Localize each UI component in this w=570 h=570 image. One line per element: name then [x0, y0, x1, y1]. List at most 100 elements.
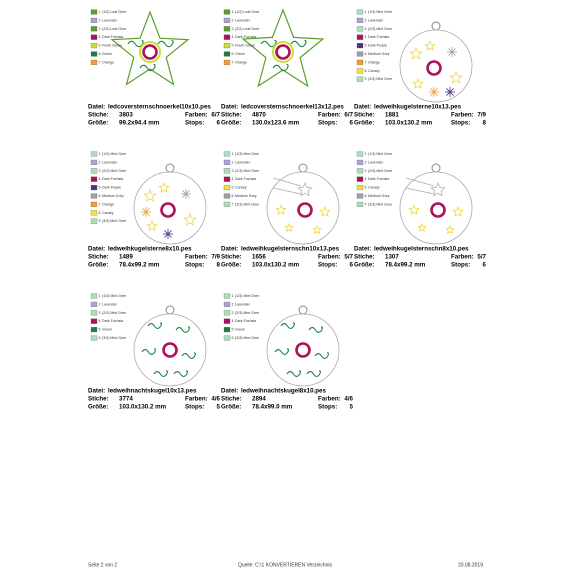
- curl: [272, 63, 289, 72]
- thread-swatch: [356, 159, 364, 165]
- thread-swatch: [223, 293, 231, 299]
- thread-name: Medium Grey: [235, 194, 257, 198]
- info-label: Stops:: [451, 262, 470, 269]
- thread-name: Dark Fuchsia: [102, 35, 123, 39]
- thread-name: (1/3) Mint Gree: [102, 152, 126, 156]
- thread-name: (2/3) Mint Gree: [368, 169, 392, 173]
- info-stitches: 1489: [119, 254, 133, 261]
- thread-name: Lavender: [235, 302, 251, 306]
- thread-number: 3: [99, 27, 101, 31]
- thread-name: (1/3) Mint Gree: [102, 294, 126, 298]
- thread-number: 6: [365, 194, 367, 198]
- thread-name: (2/3) Mint Gree: [235, 169, 259, 173]
- info-label: Farben:: [318, 112, 341, 119]
- star-motif: [143, 189, 157, 202]
- thread-number: 3: [99, 169, 101, 173]
- thread-name: Fresh Green: [102, 44, 122, 48]
- thread-number: 8: [365, 69, 367, 73]
- thread-name: (1/2) Leaf Gree: [235, 10, 259, 14]
- thread-number: 9: [99, 219, 101, 223]
- thread-name: Orange: [102, 60, 114, 64]
- thread-number: 7: [365, 60, 367, 64]
- thread-swatch: [90, 176, 98, 182]
- thread-swatch: [90, 185, 98, 191]
- star-outline: [110, 10, 190, 86]
- curl: [175, 326, 190, 333]
- thread-swatch: [90, 327, 98, 333]
- thread-name: Dark Fuchsia: [235, 319, 256, 323]
- thread-name: Lavender: [102, 18, 118, 22]
- curl: [173, 370, 188, 377]
- info-stops: 5: [350, 404, 354, 411]
- thread-name: (1/3) Mint Gree: [368, 10, 392, 14]
- thread-number: 5: [232, 186, 234, 190]
- thread-number: 3: [232, 27, 234, 31]
- thread-number: 7: [365, 202, 367, 206]
- thread-name: Green: [102, 328, 112, 332]
- info-label: Datei:: [88, 388, 105, 395]
- info-label: Datei:: [221, 388, 238, 395]
- info-label: Größe:: [88, 120, 108, 127]
- thread-number: 4: [365, 35, 367, 39]
- info-stops: 8: [217, 262, 221, 269]
- thread-number: 4: [232, 35, 234, 39]
- info-label: Größe:: [354, 120, 374, 127]
- thread-swatch: [223, 185, 231, 191]
- thread-number: 4: [99, 319, 101, 323]
- thread-number: 2: [232, 302, 234, 306]
- thread-number: 4: [232, 177, 234, 181]
- thread-swatch: [223, 168, 231, 174]
- thread-swatch: [223, 193, 231, 199]
- ornament-outline: [266, 313, 340, 387]
- thread-swatch: [90, 17, 98, 23]
- star-motif: [183, 213, 197, 226]
- star-motif: [417, 223, 427, 232]
- info-size: 103.0x130.2 mm: [252, 262, 300, 269]
- thread-number: 7: [99, 60, 101, 64]
- thread-number: 4: [99, 177, 101, 181]
- star-motif: [409, 47, 423, 60]
- info-label: Farben:: [318, 254, 341, 261]
- thread-swatch: [356, 17, 364, 23]
- thread-number: 3: [99, 311, 101, 315]
- curl: [153, 370, 168, 377]
- thread-swatch: [223, 318, 231, 324]
- star-motif: [430, 182, 446, 197]
- thread-swatch: [356, 34, 364, 40]
- star-motif: [452, 206, 464, 217]
- center-ring: [275, 44, 291, 60]
- thread-name: Dark Fuchsia: [368, 177, 389, 181]
- thread-swatch: [356, 76, 364, 82]
- thread-number: 1: [99, 152, 101, 156]
- curl: [260, 39, 277, 48]
- thread-swatch: [90, 335, 98, 341]
- thread-name: (2/3) Mint Gree: [368, 27, 392, 31]
- thread-swatch: [223, 301, 231, 307]
- info-label: Farben:: [318, 396, 341, 403]
- curl: [274, 348, 289, 355]
- info-size: 99.2x94.4 mm: [119, 120, 160, 127]
- info-colors: 5/7: [344, 254, 353, 261]
- asterisk-stroke: [164, 230, 172, 238]
- info-file: ledweihkugelsternschn10x13.pes: [241, 246, 340, 253]
- thread-number: 5: [232, 328, 234, 332]
- thread-swatch: [90, 159, 98, 165]
- info-stitches: 1881: [385, 112, 399, 119]
- info-label: Datei:: [221, 246, 238, 253]
- thread-name: Canary: [235, 186, 247, 190]
- thread-number: 1: [232, 152, 234, 156]
- info-label: Stiche:: [88, 112, 109, 119]
- thread-swatch: [90, 151, 98, 157]
- ornament-outline: [266, 171, 340, 245]
- thread-name: (2/2) Leaf Gree: [235, 27, 259, 31]
- thread-swatch: [90, 210, 98, 216]
- info-label: Stops:: [318, 404, 337, 411]
- curl: [308, 326, 323, 333]
- thread-number: 5: [365, 44, 367, 48]
- thread-swatch: [223, 34, 231, 40]
- info-stops: 6: [350, 262, 354, 269]
- thread-name: Dark Fuchsia: [235, 35, 256, 39]
- thread-name: (3/3) Mint Gree: [235, 202, 259, 206]
- curl: [127, 39, 144, 48]
